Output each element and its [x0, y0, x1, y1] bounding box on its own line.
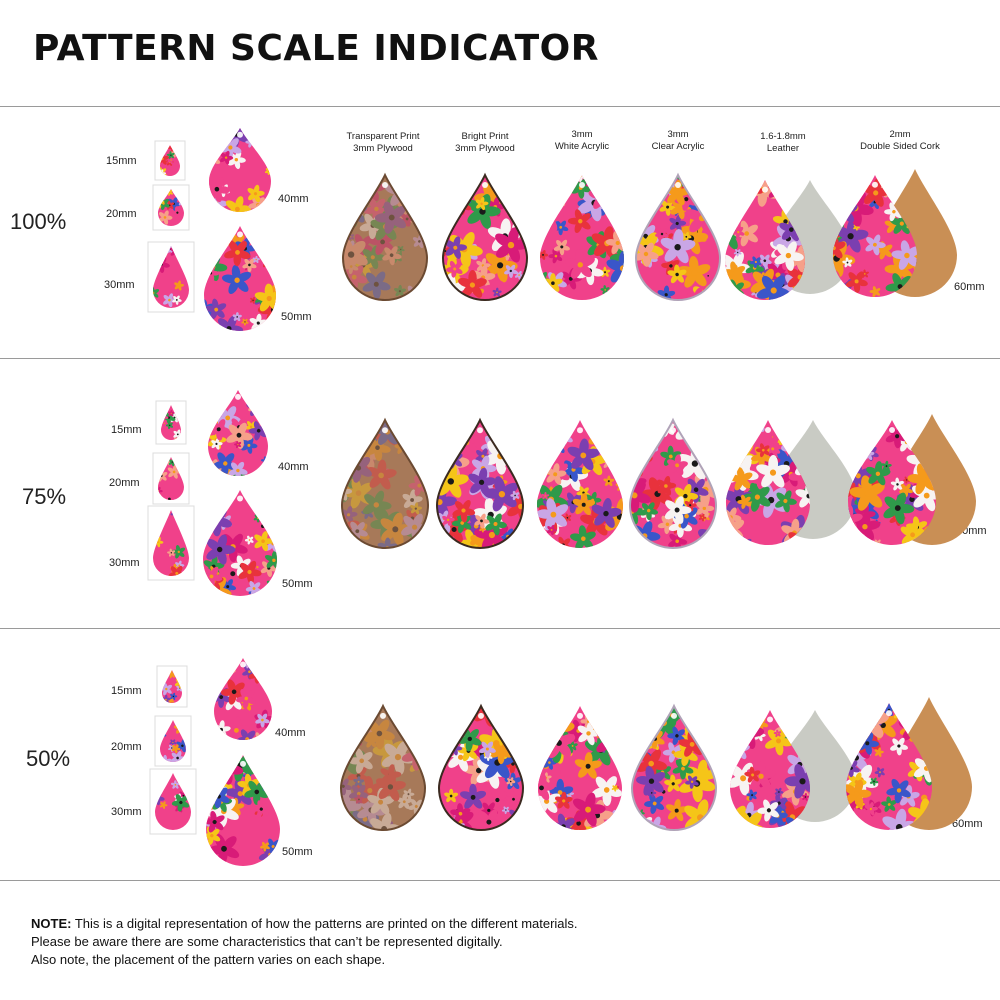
material-sample-acrylic-white: [538, 706, 622, 830]
size-label-40mm: 40mm: [278, 193, 309, 205]
size-label-60mm: 60mm: [954, 281, 985, 293]
column-header-line2: Leather: [766, 143, 800, 154]
divider-1: [0, 358, 1000, 359]
column-header-line2: White Acrylic: [554, 141, 610, 152]
size-label-50mm: 50mm: [282, 578, 313, 590]
column-header-cork: 2mm Double Sided Cork: [845, 129, 955, 153]
column-header-line2: Double Sided Cork: [860, 141, 940, 152]
note-label: NOTE:: [31, 916, 72, 931]
material-sample-plywood-bright: [435, 417, 525, 549]
divider-2: [0, 628, 1000, 629]
note-line-1: NOTE: This is a digital representation o…: [31, 915, 578, 933]
size-label-30mm: 30mm: [109, 557, 140, 569]
scale-label-75: 75%: [22, 484, 67, 509]
divider-bottom: [0, 880, 1000, 881]
size-label-50mm: 50mm: [281, 311, 312, 323]
material-sample-acrylic-white: [537, 420, 623, 548]
divider-top: [0, 106, 1000, 107]
column-header-line1: Bright Print: [461, 131, 509, 142]
column-header-clear-acrylic: 3mm Clear Acrylic: [623, 129, 733, 153]
page-title: PATTERN SCALE INDICATOR: [33, 28, 600, 69]
footnote: NOTE: This is a digital representation o…: [31, 915, 578, 969]
column-header-line2: 3mm Plywood: [455, 143, 515, 154]
column-header-line1: 3mm: [667, 129, 689, 140]
size-label-60mm: 60mm: [952, 818, 983, 830]
column-header-line1: Transparent Print: [346, 131, 420, 142]
size-label-30mm: 30mm: [111, 806, 142, 818]
note-text: This is a digital representation of how …: [71, 916, 578, 931]
size-sample-drop: [214, 658, 272, 740]
material-sample-plywood-transparent: [341, 172, 429, 301]
size-label-15mm: 15mm: [111, 685, 142, 697]
size-label-15mm: 15mm: [111, 424, 142, 436]
scale-label-100: 100%: [10, 209, 67, 234]
size-sample-drop: [208, 390, 268, 476]
column-header-line2: 3mm Plywood: [353, 143, 413, 154]
note-line-2: Please be aware there are some character…: [31, 934, 503, 949]
column-header-bright-plywood: Bright Print 3mm Plywood: [430, 131, 540, 155]
size-sample-drop: [203, 490, 277, 596]
column-header-leather: 1.6-1.8mm Leather: [728, 131, 838, 155]
column-header-line1: 2mm: [889, 129, 911, 140]
size-label-20mm: 20mm: [109, 477, 140, 489]
column-header-transparent-plywood: Transparent Print 3mm Plywood: [328, 131, 438, 155]
scale-label-50: 50%: [26, 746, 71, 771]
material-sample-plywood-bright: [441, 172, 529, 301]
size-label-20mm: 20mm: [111, 741, 142, 753]
size-sample-drop: [204, 226, 276, 331]
size-label-20mm: 20mm: [106, 208, 137, 220]
size-label-15mm: 15mm: [106, 155, 137, 167]
material-sample-plywood-bright: [437, 703, 525, 831]
note-line-3: Also note, the placement of the pattern …: [31, 952, 386, 967]
column-header-line1: 3mm: [571, 129, 593, 140]
column-header-line1: 1.6-1.8mm: [760, 131, 806, 142]
size-label-30mm: 30mm: [104, 279, 135, 291]
size-label-50mm: 50mm: [282, 846, 313, 858]
size-label-40mm: 40mm: [275, 727, 306, 739]
size-sample-drop: [206, 755, 280, 866]
material-sample-acrylic-clear: [630, 703, 718, 831]
material-sample-acrylic-clear: [634, 172, 722, 301]
material-sample-acrylic-clear: [628, 417, 718, 549]
size-label-40mm: 40mm: [278, 461, 309, 473]
column-header-white-acrylic: 3mm White Acrylic: [527, 129, 637, 153]
column-header-line2: Clear Acrylic: [651, 141, 705, 152]
material-sample-acrylic-white: [540, 175, 624, 300]
size-sample-drop: [209, 128, 271, 212]
